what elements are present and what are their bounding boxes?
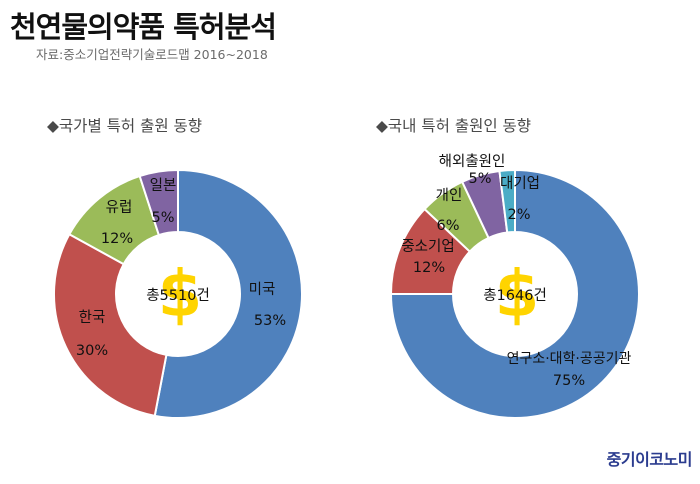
source-note: 자료:중소기업전략기술로드맵 2016~2018	[36, 47, 268, 62]
slice-value-1-3: 5%	[468, 171, 491, 187]
slice-value-0-3: 5%	[151, 210, 174, 226]
slice-label-0-3: 일본	[150, 177, 177, 194]
slice-1-4	[498, 168, 516, 234]
slice-0-0	[153, 168, 303, 419]
slice-value-0-1: 30%	[76, 343, 108, 359]
center-total-1: 총1646건	[483, 287, 547, 304]
page-title: 천연물의약품 특허분석	[10, 10, 277, 44]
slice-0-3	[138, 168, 179, 237]
slice-label-1-0: 연구소·대학·공공기관	[507, 351, 632, 367]
slice-value-1-0: 75%	[553, 373, 585, 389]
slice-0-1	[53, 232, 168, 417]
slice-value-0-2: 12%	[101, 231, 133, 247]
slice-label-1-1: 중소기업	[401, 238, 454, 255]
slice-value-1-1: 12%	[413, 260, 445, 276]
slice-label-1-4: 대기업	[500, 175, 540, 192]
slice-value-1-2: 6%	[436, 218, 459, 234]
slice-label-0-0: 미국	[249, 281, 276, 298]
dollar-sign-icon: $	[495, 258, 540, 332]
chart-title-applicant: ◆국내 특허 출원인 동향	[376, 117, 532, 135]
slice-value-1-4: 2%	[507, 207, 530, 223]
publisher-logo: 중기이코노미	[606, 450, 693, 469]
slice-value-0-0: 53%	[254, 313, 286, 329]
dollar-sign-icon: $	[158, 258, 203, 332]
slice-label-1-3: 해외출원인	[439, 153, 506, 170]
slice-1-0	[389, 168, 640, 419]
center-total-0: 총5510건	[146, 287, 210, 304]
slice-label-0-2: 유럽	[106, 199, 133, 216]
chart-title-country: ◆국가별 특허 출원 동향	[47, 117, 203, 135]
slice-label-1-2: 개인	[436, 187, 463, 204]
slice-label-0-1: 한국	[79, 309, 106, 326]
